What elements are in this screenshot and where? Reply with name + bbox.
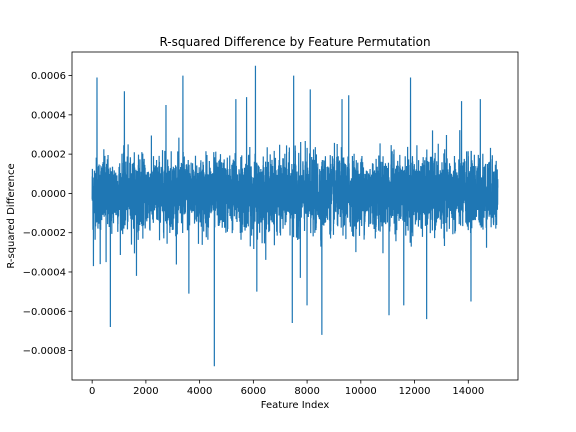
x-tick-label: 6000 bbox=[241, 386, 266, 397]
x-tick-label: 8000 bbox=[294, 386, 319, 397]
x-tick-label: 4000 bbox=[187, 386, 212, 397]
series-line bbox=[91, 65, 499, 367]
x-tick-label: 12000 bbox=[399, 386, 431, 397]
plot-area bbox=[71, 51, 519, 381]
axes-frame bbox=[71, 51, 519, 381]
y-tick-label: −0.0008 bbox=[23, 346, 66, 357]
y-tick-label: −0.0004 bbox=[23, 267, 66, 278]
y-tick-label: −0.0006 bbox=[23, 307, 66, 318]
chart-title: R-squared Difference by Feature Permutat… bbox=[159, 35, 430, 49]
x-tick-label: 14000 bbox=[452, 386, 484, 397]
x-tick-label: 10000 bbox=[345, 386, 377, 397]
y-tick-label: 0.0006 bbox=[31, 71, 66, 82]
y-tick-label: 0.0000 bbox=[31, 189, 66, 200]
x-axis-label: Feature Index bbox=[261, 400, 330, 411]
y-tick-label: 0.0002 bbox=[31, 150, 66, 161]
y-tick-label: 0.0004 bbox=[31, 110, 66, 121]
series-layer bbox=[91, 65, 499, 367]
x-tick-label: 2000 bbox=[133, 386, 158, 397]
y-axis-label: R-squared Difference bbox=[6, 163, 17, 268]
x-tick-label: 0 bbox=[89, 386, 95, 397]
x-axis: 0 2000 4000 6000 8000 10000 12000 14000 bbox=[89, 380, 484, 397]
y-tick-label: −0.0002 bbox=[23, 228, 66, 239]
y-axis: −0.0008 −0.0006 −0.0004 −0.0002 0.0000 0.0002… bbox=[23, 71, 72, 357]
